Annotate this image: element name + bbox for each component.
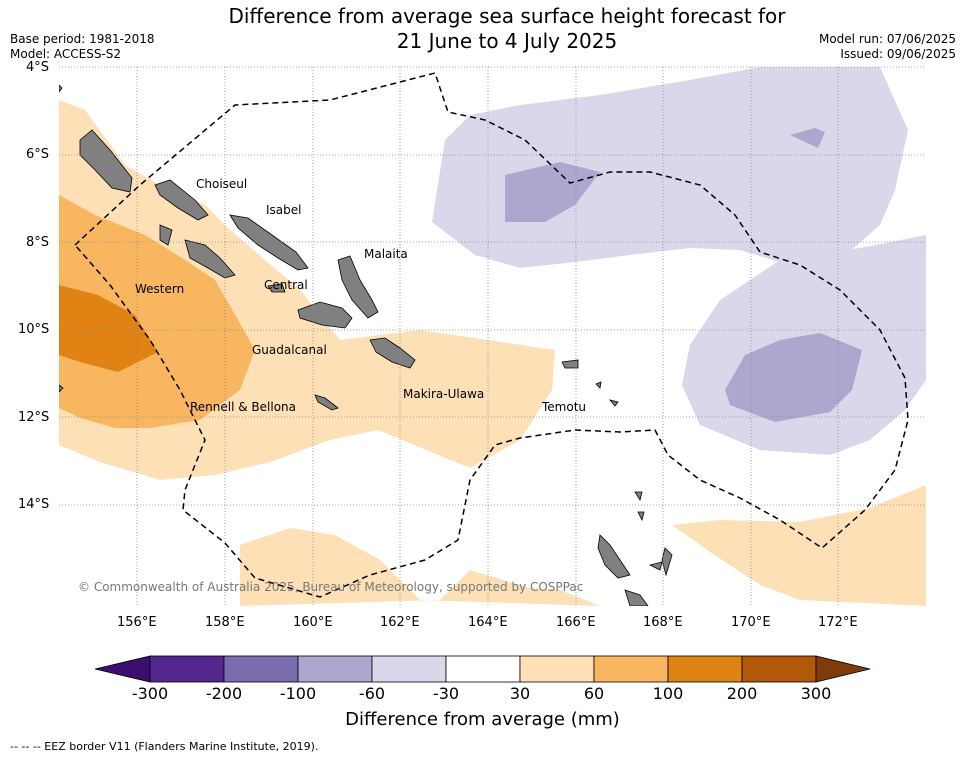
colorbar-tick-neg60: -60 (358, 684, 386, 703)
lon-label-172e: 172°E (818, 615, 858, 630)
chart-title: Difference from average sea surface heig… (0, 4, 965, 54)
contour-30-southeast (672, 485, 926, 606)
colorbar-bin-1 (149, 655, 225, 683)
place-isabel: Isabel (266, 203, 302, 217)
lon-label-166e: 166°E (556, 615, 596, 630)
lon-label-158e: 158°E (205, 615, 245, 630)
island-makira (369, 337, 416, 369)
contour-60-west (59, 195, 255, 428)
island-central (267, 283, 286, 293)
colorbar-bin-4 (371, 655, 447, 683)
lon-label-170e: 170°E (731, 615, 771, 630)
model-name: Model: ACCESS-S2 (10, 47, 122, 61)
island-rennell (314, 394, 339, 411)
colorbar-tick-neg100: -100 (279, 684, 317, 703)
colorbar-tick-300: 300 (800, 684, 832, 703)
colorbar-tick-30: 30 (509, 684, 531, 703)
place-temotu: Temotu (542, 400, 587, 414)
colorbar-tick-neg300: -300 (131, 684, 169, 703)
eez-footnote: -- -- -- EEZ border V11 (Flanders Marine… (10, 740, 319, 753)
lat-label-4s: 4°S (26, 60, 50, 75)
contour-30-south (240, 528, 600, 606)
colorbar-tick-60: 60 (583, 684, 605, 703)
lon-label-156e: 156°E (117, 615, 157, 630)
island-new-georgia (159, 224, 236, 279)
colorbar-bin-8 (667, 655, 743, 683)
issued-date: Issued: 09/06/2025 (840, 47, 956, 61)
colorbar-tick-100: 100 (652, 684, 684, 703)
lat-label-14s: 14°S (18, 497, 50, 512)
lon-label-160e: 160°E (293, 615, 333, 630)
colorbar-bin-2 (223, 655, 299, 683)
place-guadalcanal: Guadalcanal (252, 343, 327, 357)
lat-label-8s: 8°S (26, 235, 50, 250)
colorbar-label: Difference from average (mm) (345, 709, 620, 730)
eez-border (74, 72, 909, 598)
island-guadalcanal (297, 301, 353, 329)
colorbar-tick-neg200: -200 (205, 684, 243, 703)
colorbar-bin-3 (297, 655, 373, 683)
colorbar-tick-neg30: -30 (432, 684, 460, 703)
meta-right: Model run: 07/06/2025 Issued: 09/06/2025 (819, 32, 956, 62)
island-small-1 (634, 491, 645, 522)
title-line-2: 21 June to 4 July 2025 (396, 29, 618, 53)
lon-label-168e: 168°E (643, 615, 683, 630)
contour-neg60-north (505, 162, 600, 222)
contour-100-west (59, 285, 158, 372)
sea-level-map (59, 66, 926, 606)
contour-neg60-small (790, 128, 825, 148)
place-western: Western (135, 282, 185, 296)
island-vanuatu-north (597, 534, 631, 579)
island-choiseul (79, 129, 133, 193)
place-makira-ulawa: Makira-Ulawa (403, 387, 485, 401)
meta-left: Base period: 1981-2018 Model: ACCESS-S2 (10, 32, 155, 62)
place-malaita: Malaita (364, 247, 408, 261)
lon-label-164e: 164°E (468, 615, 508, 630)
lon-label-162e: 162°E (380, 615, 420, 630)
colorbar-extend-high (815, 655, 871, 683)
colorbar-bin-6 (519, 655, 595, 683)
copyright-notice: © Commonwealth of Australia 2025, Bureau… (78, 580, 584, 594)
lat-label-6s: 6°S (26, 147, 50, 162)
lat-label-10s: 10°S (18, 322, 50, 337)
island-malaita (337, 255, 379, 319)
island-isabel (229, 214, 309, 271)
colorbar-bin-5 (445, 655, 521, 683)
place-rennell-bellona: Rennell & Bellona (190, 400, 297, 414)
colorbar-extend-low (95, 655, 151, 683)
title-line-1: Difference from average sea surface heig… (228, 4, 786, 28)
gridlines (59, 66, 926, 606)
colorbar-bin-7 (593, 655, 669, 683)
colorbar (95, 655, 871, 683)
place-choiseul: Choiseul (196, 177, 248, 191)
lat-label-12s: 12°S (18, 410, 50, 425)
island-west-edge (59, 84, 64, 393)
base-period: Base period: 1981-2018 (10, 32, 155, 46)
model-run: Model run: 07/06/2025 (818, 32, 956, 46)
island-temotu (561, 359, 619, 407)
place-central: Central (264, 278, 308, 292)
colorbar-tick-200: 200 (726, 684, 758, 703)
contour-neg60-east (725, 333, 862, 422)
colorbar-bin-9 (741, 655, 817, 683)
island-choiseul-2 (154, 179, 209, 221)
